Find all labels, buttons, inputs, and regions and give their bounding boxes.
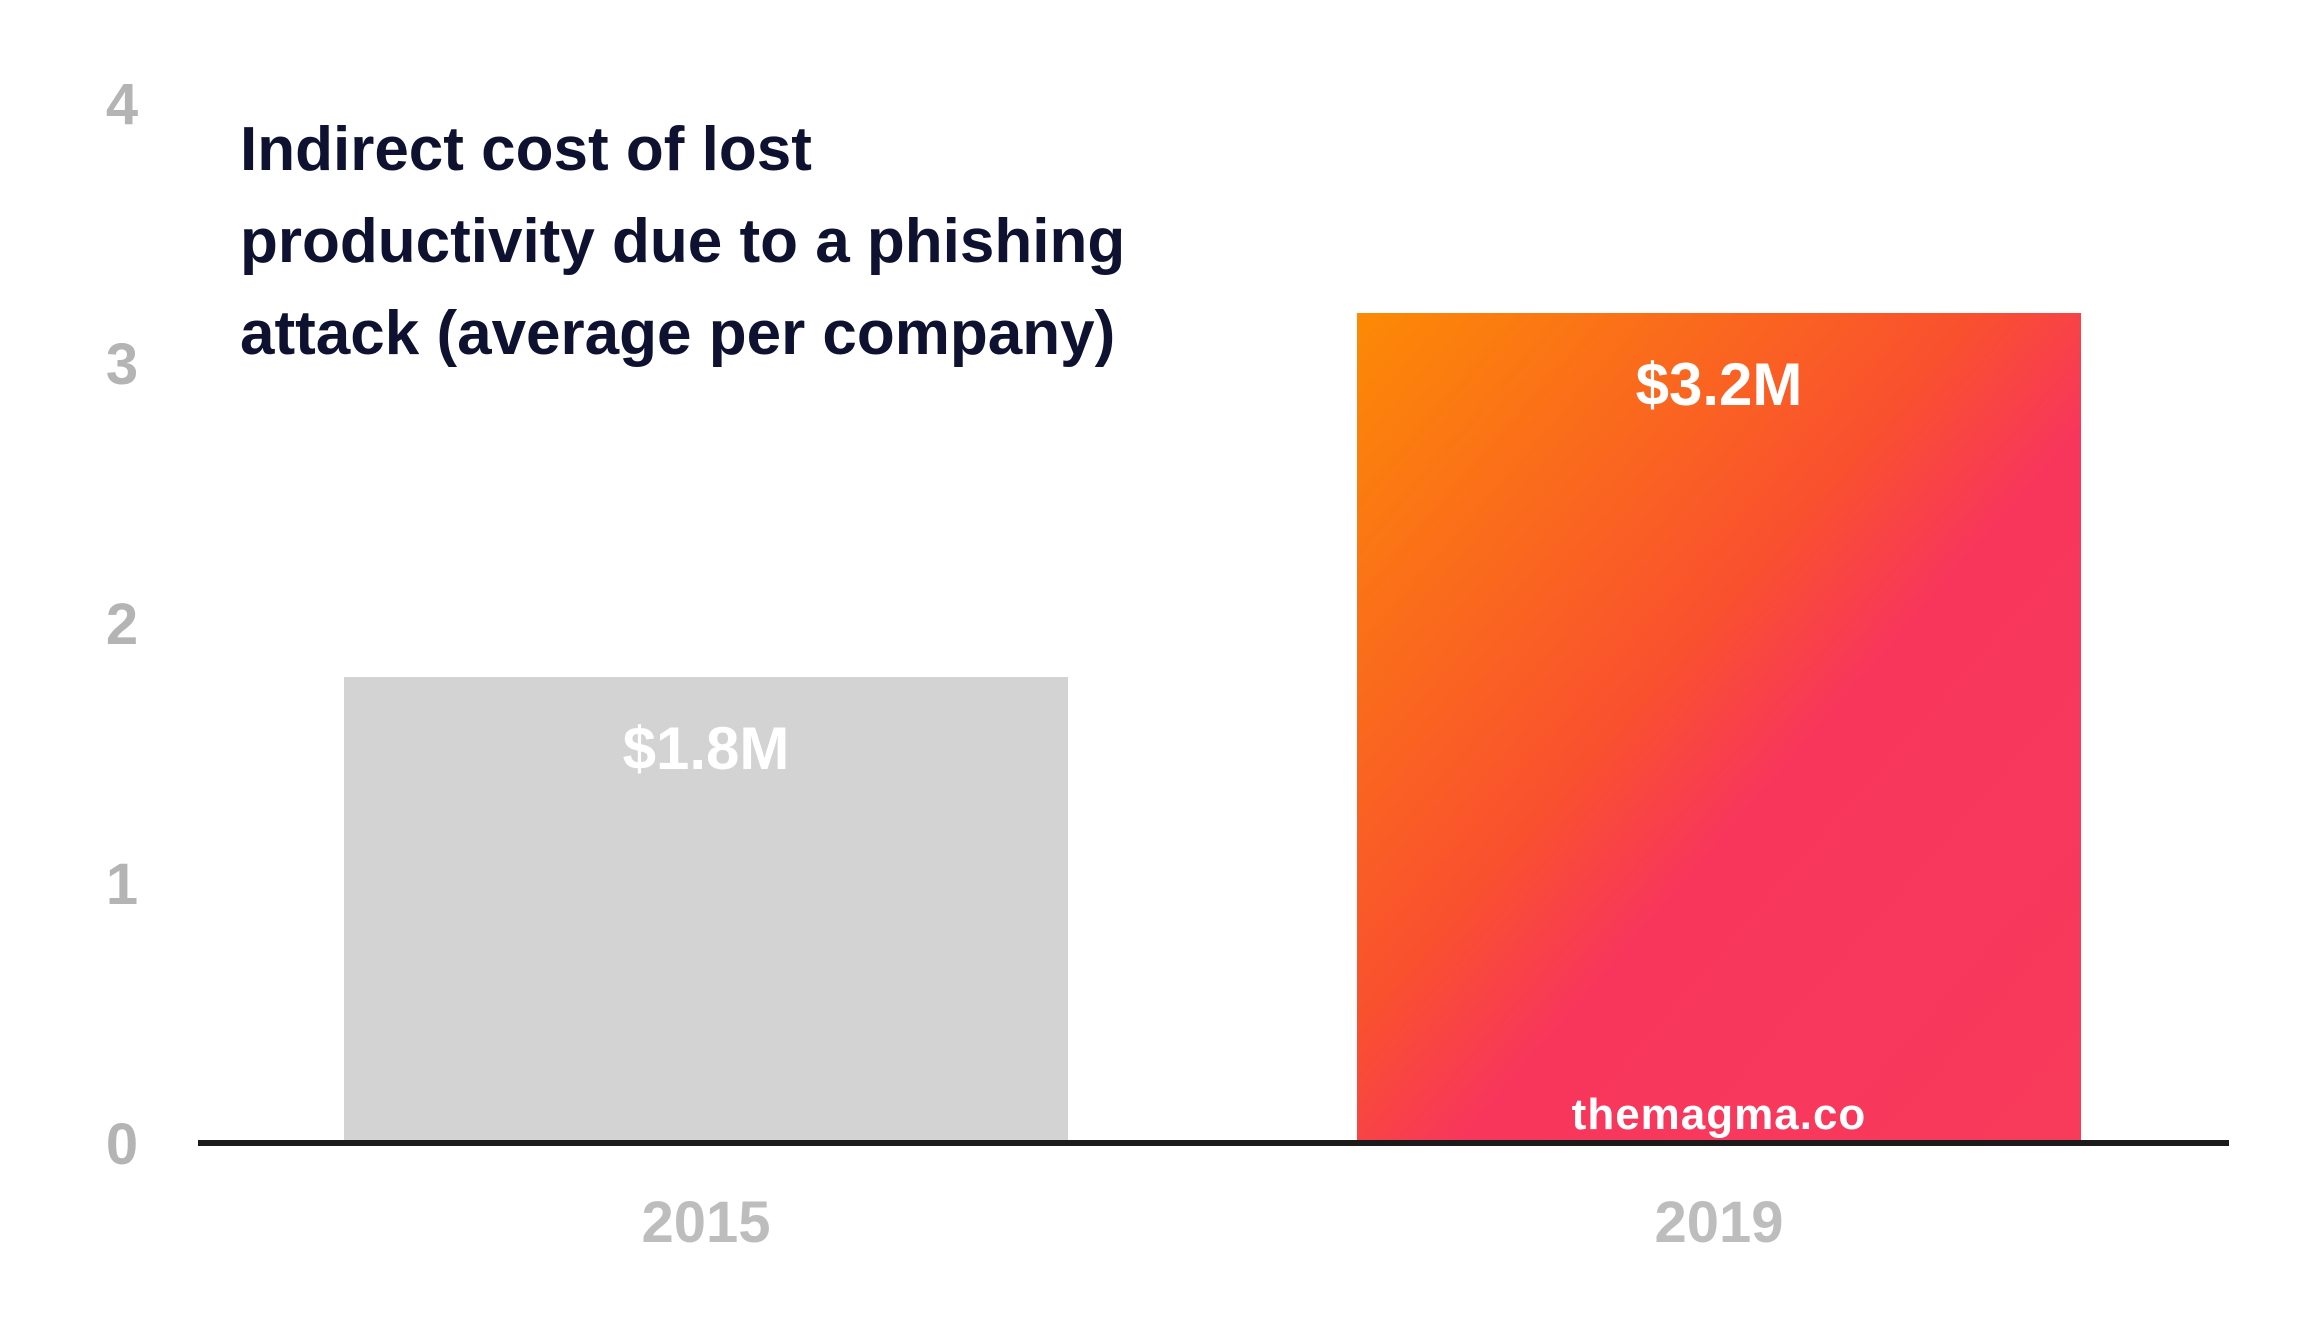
bar-2015: $1.8M — [344, 677, 1068, 1145]
y-tick-0: 0 — [105, 1112, 139, 1177]
bar-2019: $3.2M themagma.co — [1357, 313, 2081, 1145]
chart-title-line-2: productivity due to a phishing — [240, 207, 1126, 276]
x-tick-2015: 2015 — [641, 1190, 771, 1255]
y-tick-1: 1 — [105, 852, 139, 917]
x-tick-2019: 2019 — [1654, 1190, 1784, 1255]
y-tick-3: 3 — [105, 332, 139, 397]
bar-2015-value-label: $1.8M — [622, 715, 790, 782]
bar-2019-value-label: $3.2M — [1635, 351, 1803, 418]
x-axis-line — [198, 1140, 2229, 1146]
y-tick-2: 2 — [105, 592, 139, 657]
chart-title-line-3: attack (average per company) — [240, 299, 1116, 368]
watermark-text: themagma.co — [1571, 1090, 1867, 1139]
y-tick-4: 4 — [105, 72, 139, 137]
chart-title: Indirect cost of lost productivity due t… — [240, 104, 1125, 380]
chart-title-line-1: Indirect cost of lost — [240, 115, 812, 184]
